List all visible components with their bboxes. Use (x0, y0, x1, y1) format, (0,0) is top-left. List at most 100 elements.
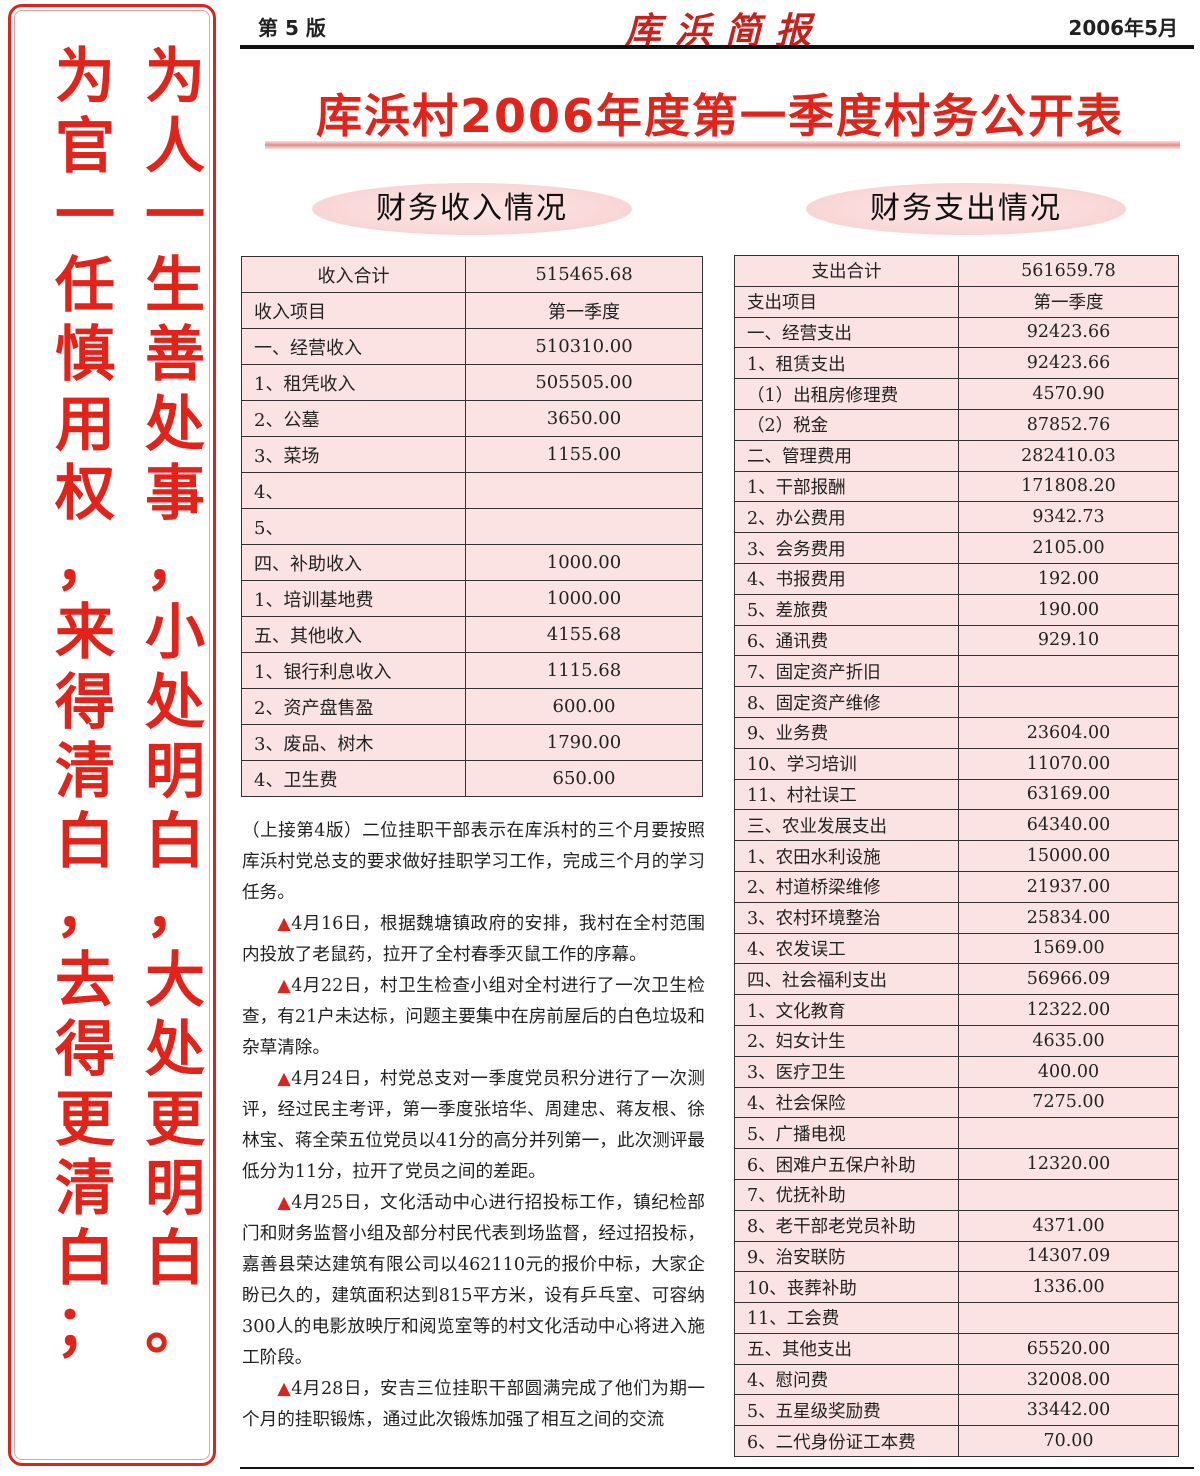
item-amount: 21937.00 (958, 870, 1179, 903)
table-row: 五、其他收入 4155.68 (241, 616, 703, 653)
item-amount (958, 1302, 1179, 1334)
table-row: 1、培训基地费 1000.00 (241, 580, 703, 617)
slogan-char: 处 (145, 1015, 205, 1085)
item-name: 4、慰问费 (734, 1363, 959, 1396)
item-name: 4、卫生费 (241, 760, 466, 797)
table-header-row: 收入项目 第一季度 (241, 292, 703, 329)
article-paragraph: ▲4月16日，根据魏塘镇政府的安排，我村在全村范围内投放了老鼠药，拉开了全村春季… (242, 909, 705, 971)
item-name: （2）税金 (734, 408, 959, 441)
paragraph-text: 4月28日，安吉三位挂职干部圆满完成了他们为期一个月的挂职锻炼，通过此次锻炼加强… (242, 1379, 706, 1430)
item-amount: 7275.00 (958, 1086, 1179, 1119)
table-row: 2、村道桥梁维修 21937.00 (734, 870, 1179, 903)
table-row: 三、农业发展支出 64340.00 (734, 809, 1179, 842)
item-name: 五、其他收入 (241, 616, 466, 653)
item-name: 5、五星级奖励费 (734, 1394, 959, 1427)
item-amount: 505505.00 (465, 364, 703, 401)
table-row: 2、资产盘售盈 600.00 (241, 688, 703, 725)
item-name: 11、村社误工 (734, 778, 959, 811)
slogan-char: 大 (145, 945, 205, 1016)
total-value: 515465.68 (465, 256, 703, 293)
slogan-char: 为 (145, 42, 205, 112)
table-row: 5、五星级奖励费 33442.00 (734, 1394, 1179, 1427)
income-table: 收入合计 515465.68 收入项目 第一季度 一、经营收入 510310.00 1、… (241, 256, 703, 797)
item-amount: 14307.09 (958, 1240, 1179, 1273)
item-amount: 1155.00 (465, 436, 703, 473)
slogan-char: 善 (145, 320, 205, 390)
title-underline (265, 141, 1180, 149)
item-name: 10、丧葬补助 (734, 1271, 959, 1304)
item-amount: 1115.68 (465, 652, 703, 689)
table-row: 支出合计 561659.78 (734, 255, 1179, 287)
item-name: 4、书报费用 (734, 562, 959, 595)
table-row: 2、公墓 3650.00 (241, 400, 703, 437)
item-name: 1、租赁支出 (734, 347, 959, 380)
table-row: （1）出租房修理费 4570.90 (734, 378, 1179, 410)
item-name: 三、农业发展支出 (734, 809, 959, 842)
slogan-char: ， (55, 876, 115, 946)
item-amount (465, 508, 703, 545)
article-paragraph: ▲4月25日，文化活动中心进行招投标工作，镇纪检部门和财务监督小组及部分村民代表… (242, 1188, 705, 1374)
slogan-char: 去 (55, 945, 115, 1016)
item-name: 5、 (241, 508, 466, 545)
column-header: 第一季度 (465, 292, 703, 329)
item-name: 9、业务费 (734, 716, 959, 749)
table-row: 10、学习培训 11070.00 (734, 747, 1179, 780)
slogan-char: ； (55, 1293, 115, 1363)
item-amount: 15000.00 (958, 840, 1179, 872)
item-name: 4、农发误工 (734, 932, 959, 965)
slogan-char: 任 (55, 250, 115, 321)
total-value: 561659.78 (958, 255, 1179, 287)
table-row: 7、固定资产折旧 (734, 655, 1179, 688)
paragraph-text: 4月22日，村卫生检查小组对全村进行了一次卫生检查，有21户未达标，问题主要集中… (242, 976, 706, 1058)
item-name: 五、其他支出 (734, 1332, 959, 1365)
slogan-char: 人 (145, 111, 205, 182)
table-row: 11、村社误工 63169.00 (734, 778, 1179, 811)
item-name: 1、银行利息收入 (241, 652, 466, 689)
item-amount: 12322.00 (958, 994, 1179, 1026)
item-amount: 92423.66 (958, 347, 1179, 380)
paragraph-text: 4月16日，根据魏塘镇政府的安排，我村在全村范围内投放了老鼠药，拉开了全村春季灭… (242, 914, 706, 965)
item-amount: 70.00 (958, 1425, 1179, 1458)
slogan-char: 慎 (55, 320, 115, 390)
slogan-char: 白 (145, 806, 205, 877)
table-row: 4、慰问费 32008.00 (734, 1363, 1179, 1396)
table-row: 1、文化教育 12322.00 (734, 994, 1179, 1026)
item-amount: 1569.00 (958, 932, 1179, 965)
table-header-row: 支出项目 第一季度 (734, 285, 1179, 318)
item-name: 3、菜场 (241, 436, 466, 473)
item-amount: 192.00 (958, 562, 1179, 595)
table-row: 1、租凭收入 505505.00 (241, 364, 703, 401)
triangle-bullet-icon: ▲ (277, 914, 292, 934)
item-amount (958, 655, 1179, 688)
item-amount: 650.00 (465, 760, 703, 797)
item-amount: 65520.00 (958, 1332, 1179, 1365)
table-row: 3、会务费用 2105.00 (734, 532, 1179, 564)
slogan-char: 事 (145, 459, 205, 529)
header-divider (240, 45, 1194, 49)
slogan-char: 。 (145, 1293, 205, 1363)
slogan-char: 一 (145, 181, 205, 251)
table-row: 7、优抚补助 (734, 1178, 1179, 1211)
page-title: 库浜村2006年度第一季度村务公开表 (315, 89, 1125, 143)
item-amount: 87852.76 (958, 408, 1179, 441)
item-name: 4、 (241, 472, 466, 509)
item-name: 3、会务费用 (734, 532, 959, 564)
table-row: 1、银行利息收入 1115.68 (241, 652, 703, 689)
table-row: 9、业务费 23604.00 (734, 716, 1179, 749)
slogan-char: 更 (145, 1084, 205, 1155)
slogan-char: 用 (55, 389, 115, 460)
item-amount: 32008.00 (958, 1363, 1179, 1396)
item-name: 2、妇女计生 (734, 1024, 959, 1057)
table-row: 3、废品、树木 1790.00 (241, 724, 703, 761)
table-row: 1、干部报酬 171808.20 (734, 470, 1179, 503)
column-header: 收入项目 (241, 292, 466, 329)
slogan-right-column: 为人一生善处事，小处明白，大处更明白。 (135, 42, 215, 1364)
total-label: 收入合计 (241, 256, 466, 293)
item-name: 一、经营支出 (734, 316, 959, 349)
item-name: 5、差旅费 (734, 593, 959, 626)
table-row: 4、社会保险 7275.00 (734, 1086, 1179, 1119)
item-amount: 92423.66 (958, 316, 1179, 349)
table-row: 2、妇女计生 4635.00 (734, 1024, 1179, 1057)
table-row: 一、经营收入 510310.00 (241, 328, 703, 365)
paragraph-text: 4月24日，村党总支对一季度党员积分进行了一次测评，经过民主考评，第一季度张培华… (242, 1069, 706, 1182)
